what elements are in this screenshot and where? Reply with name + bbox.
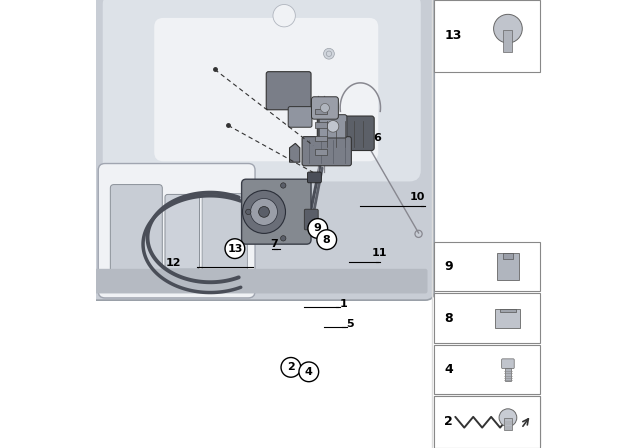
FancyBboxPatch shape (98, 164, 255, 298)
FancyBboxPatch shape (435, 345, 540, 394)
FancyBboxPatch shape (165, 194, 200, 269)
Circle shape (308, 219, 328, 238)
Text: 6: 6 (373, 133, 381, 142)
FancyBboxPatch shape (495, 309, 520, 328)
FancyBboxPatch shape (504, 418, 511, 430)
Text: 12: 12 (165, 258, 181, 268)
Circle shape (317, 230, 337, 250)
FancyBboxPatch shape (202, 194, 248, 290)
FancyBboxPatch shape (302, 137, 351, 166)
FancyBboxPatch shape (93, 269, 428, 293)
FancyBboxPatch shape (502, 359, 514, 369)
Circle shape (324, 48, 334, 59)
Circle shape (280, 183, 286, 188)
Circle shape (493, 14, 522, 43)
FancyBboxPatch shape (435, 242, 540, 291)
Circle shape (246, 209, 251, 215)
Text: 9: 9 (314, 224, 322, 233)
Circle shape (280, 236, 286, 241)
Text: 9: 9 (444, 260, 452, 273)
FancyBboxPatch shape (266, 72, 311, 110)
Circle shape (499, 409, 517, 426)
FancyBboxPatch shape (435, 293, 540, 343)
FancyBboxPatch shape (87, 0, 435, 300)
Polygon shape (289, 143, 300, 162)
Text: 2: 2 (444, 414, 453, 428)
FancyBboxPatch shape (435, 396, 540, 448)
Text: 7: 7 (271, 239, 278, 249)
Circle shape (326, 51, 332, 56)
Text: 2: 2 (287, 362, 295, 372)
FancyBboxPatch shape (500, 309, 516, 312)
FancyBboxPatch shape (497, 253, 519, 280)
Circle shape (225, 239, 244, 258)
Text: 13: 13 (444, 29, 461, 43)
Circle shape (251, 198, 278, 225)
Circle shape (321, 103, 330, 112)
FancyBboxPatch shape (312, 97, 339, 119)
Circle shape (273, 4, 295, 27)
FancyBboxPatch shape (102, 0, 421, 181)
FancyBboxPatch shape (305, 209, 318, 230)
FancyBboxPatch shape (315, 149, 327, 155)
Text: 8: 8 (323, 235, 331, 245)
FancyBboxPatch shape (505, 368, 511, 381)
Text: 4: 4 (444, 363, 453, 376)
FancyBboxPatch shape (110, 185, 163, 277)
Text: 10: 10 (410, 192, 425, 202)
FancyBboxPatch shape (504, 30, 513, 52)
FancyBboxPatch shape (315, 109, 327, 114)
FancyBboxPatch shape (435, 0, 540, 72)
Circle shape (299, 362, 319, 382)
Text: 13: 13 (227, 244, 243, 254)
FancyBboxPatch shape (315, 136, 327, 141)
FancyBboxPatch shape (502, 253, 513, 259)
FancyBboxPatch shape (154, 18, 378, 161)
Circle shape (281, 358, 301, 377)
Text: 5: 5 (346, 319, 354, 329)
FancyBboxPatch shape (435, 396, 540, 446)
FancyBboxPatch shape (315, 122, 327, 128)
FancyBboxPatch shape (319, 115, 347, 138)
FancyBboxPatch shape (241, 179, 311, 244)
Text: 4: 4 (305, 367, 313, 377)
FancyBboxPatch shape (288, 107, 312, 127)
Text: 8: 8 (444, 311, 452, 325)
Text: 11: 11 (371, 248, 387, 258)
FancyBboxPatch shape (307, 172, 321, 183)
Circle shape (259, 207, 269, 217)
Circle shape (327, 121, 339, 132)
Circle shape (243, 190, 285, 233)
FancyBboxPatch shape (317, 116, 374, 151)
Text: 1: 1 (340, 299, 348, 309)
